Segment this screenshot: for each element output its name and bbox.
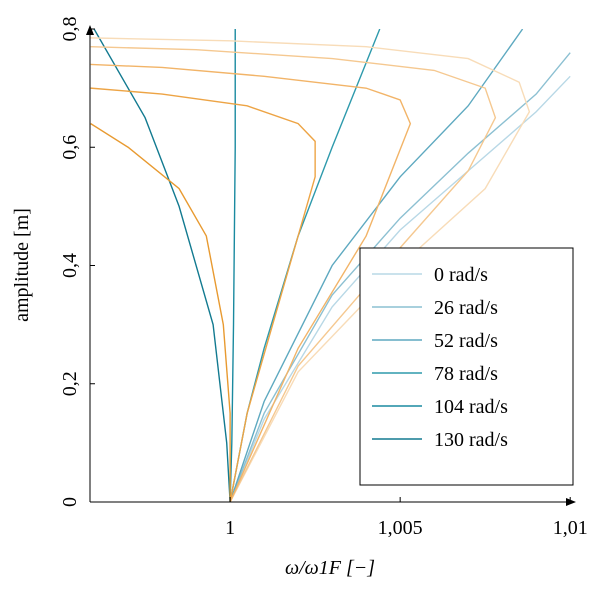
legend-label: 52 rad/s (434, 330, 498, 352)
series-line (93, 29, 231, 502)
legend-label: 78 rad/s (434, 363, 498, 385)
y-tick-label: 0 (59, 497, 81, 507)
legend-label: 0 rad/s (434, 264, 488, 286)
series-line (90, 87, 316, 502)
series-line (229, 29, 381, 502)
series-line (229, 29, 524, 502)
series-line (90, 46, 497, 502)
y-axis-label: amplitude [m] (11, 208, 33, 322)
y-tick-label: 0,4 (59, 253, 81, 278)
series-line (229, 75, 571, 502)
x-axis-label: ω/ω1F [−] (285, 557, 375, 579)
y-tick-label: 0,8 (59, 17, 81, 42)
legend-label: 26 rad/s (434, 297, 498, 319)
legend-label: 104 rad/s (434, 396, 508, 418)
series-line (90, 123, 231, 502)
legend-label: 130 rad/s (434, 429, 508, 451)
series-line (229, 29, 236, 502)
series-line (229, 52, 571, 502)
y-tick-label: 0,6 (59, 135, 81, 160)
legend-box (359, 247, 574, 486)
x-tick-label: 1,005 (378, 517, 423, 539)
series-line (90, 37, 531, 502)
x-tick-label: 1 (225, 517, 235, 539)
series-line (90, 63, 412, 502)
x-tick-label: 1,01 (553, 517, 588, 539)
y-tick-label: 0,2 (59, 371, 81, 396)
